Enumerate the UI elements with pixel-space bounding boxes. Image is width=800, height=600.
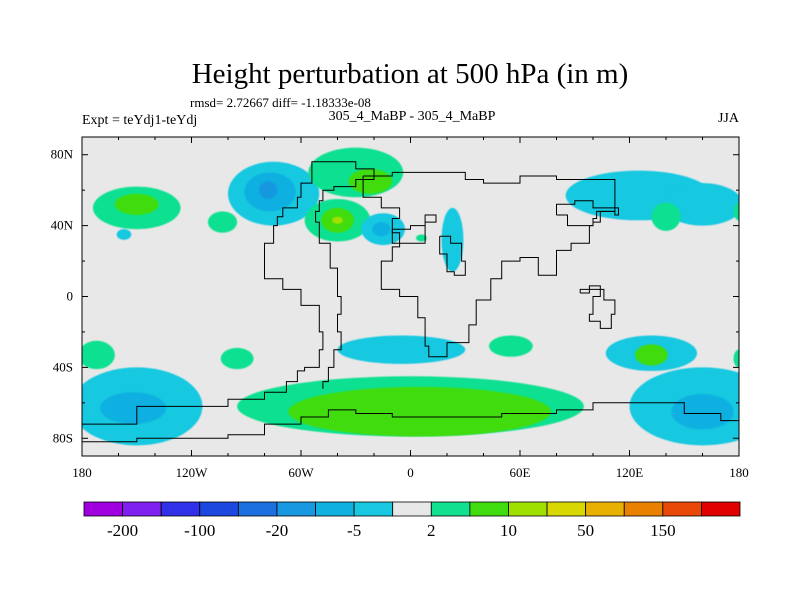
contour-south-pacific-high-east <box>733 349 739 368</box>
coastlines <box>82 161 739 443</box>
colorbar-label: -5 <box>347 521 361 540</box>
contour-pacific-east-high <box>651 202 681 231</box>
contour-north-pacific-west-core <box>114 193 159 215</box>
coastline-west-america-outline <box>315 161 375 389</box>
coastline-antarctica-outline <box>82 402 739 443</box>
coastline-east-asia-outline <box>556 200 619 227</box>
x-tick-label: 60W <box>288 465 314 480</box>
colorbar-label: 50 <box>577 521 594 540</box>
colorbar-swatch <box>701 501 741 517</box>
y-tick-label: 80N <box>51 147 74 162</box>
coastline-inner-lake-1 <box>391 214 437 244</box>
colorbar-swatch <box>353 501 394 517</box>
colorbar-swatch <box>122 501 162 517</box>
colorbar-label: -100 <box>184 521 215 540</box>
colorbar-label: 10 <box>500 521 517 540</box>
contour-south-indian-high-core <box>634 344 668 366</box>
contour-south-pacific-high-mid <box>220 347 254 370</box>
experiment-label: Expt = teYdj1-teYdj <box>82 113 197 128</box>
colorbar-label: 150 <box>650 521 676 540</box>
stats-label: rmsd= 2.72667 diff= -1.18333e-08 <box>190 95 371 110</box>
map-panel: 180 120W 60W 0 60E 120E 180 80N 40N 0 40S 80S <box>51 136 749 480</box>
colorbar-swatch <box>585 501 625 517</box>
colorbar-swatch <box>276 501 316 517</box>
contour-south-pacific-high-west <box>82 340 115 370</box>
colorbar-label: -200 <box>107 521 138 540</box>
coastline-america-outline <box>82 161 324 432</box>
colorbar-swatch <box>430 501 471 517</box>
colorbar-swatch <box>546 501 587 517</box>
y-tick-label: 80S <box>53 430 73 445</box>
x-tick-label: 180 <box>72 465 92 480</box>
x-tick-label: 120E <box>616 465 644 480</box>
x-tick-label: 120W <box>176 465 209 480</box>
contour-europe-small-high <box>415 234 427 242</box>
contour-southern-low-east-core <box>671 393 734 430</box>
contour-fills <box>82 147 739 446</box>
contour-europe-low-core <box>372 222 391 237</box>
coastline-europe-africa-outline <box>362 171 616 358</box>
x-axis: 180 120W 60W 0 60E 120E 180 <box>72 137 749 480</box>
contour-north-asia-low-2 <box>662 183 739 226</box>
contour-southern-high-core <box>288 386 552 437</box>
y-tick-label: 40S <box>53 359 73 374</box>
coastline-australia-outline <box>579 285 616 329</box>
y-axis: 80N 40N 0 40S 80S <box>51 147 739 445</box>
contour-atlantic-high-core <box>348 168 393 194</box>
y-tick-label: 40N <box>51 218 74 233</box>
colorbar-swatch <box>469 501 509 517</box>
contour-south-indian-high <box>488 335 533 357</box>
x-tick-label: 0 <box>407 465 414 480</box>
colorbar-swatch <box>199 501 239 517</box>
x-tick-label: 60E <box>510 465 531 480</box>
season-label: JJA <box>718 111 740 126</box>
contour-pacific-east-small <box>733 202 739 221</box>
contour-north-america-low-core <box>259 181 278 200</box>
colorbar-swatch <box>623 501 664 517</box>
colorbar-swatch <box>160 501 201 517</box>
colorbar-swatch <box>83 501 123 517</box>
colorbar: -200 -100 -20 -5 2 10 50 150 <box>83 501 741 540</box>
chart-title: Height perturbation at 500 hPa (in m) <box>192 58 629 90</box>
contour-asia-low <box>441 207 464 272</box>
y-tick-label: 0 <box>67 289 74 304</box>
comparison-label: 305_4_MaBP - 305_4_MaBP <box>329 109 496 124</box>
colorbar-swatch <box>237 501 278 517</box>
colorbar-swatch <box>508 501 548 517</box>
coastline-inner-lake-2 <box>439 235 466 276</box>
contour-mid-atlantic-high-peak <box>332 216 343 224</box>
colorbar-swatch <box>315 501 355 517</box>
contour-south-atlantic-low <box>337 335 466 364</box>
contour-north-pacific-mid <box>207 211 238 233</box>
colorbar-swatch <box>392 501 432 517</box>
colorbar-label: -20 <box>266 521 289 540</box>
contour-north-pacific-small <box>116 229 132 240</box>
x-tick-label: 180 <box>729 465 749 480</box>
colorbar-swatch <box>662 501 702 517</box>
colorbar-label: 2 <box>427 521 436 540</box>
contour-southern-low-west-core <box>100 392 166 425</box>
